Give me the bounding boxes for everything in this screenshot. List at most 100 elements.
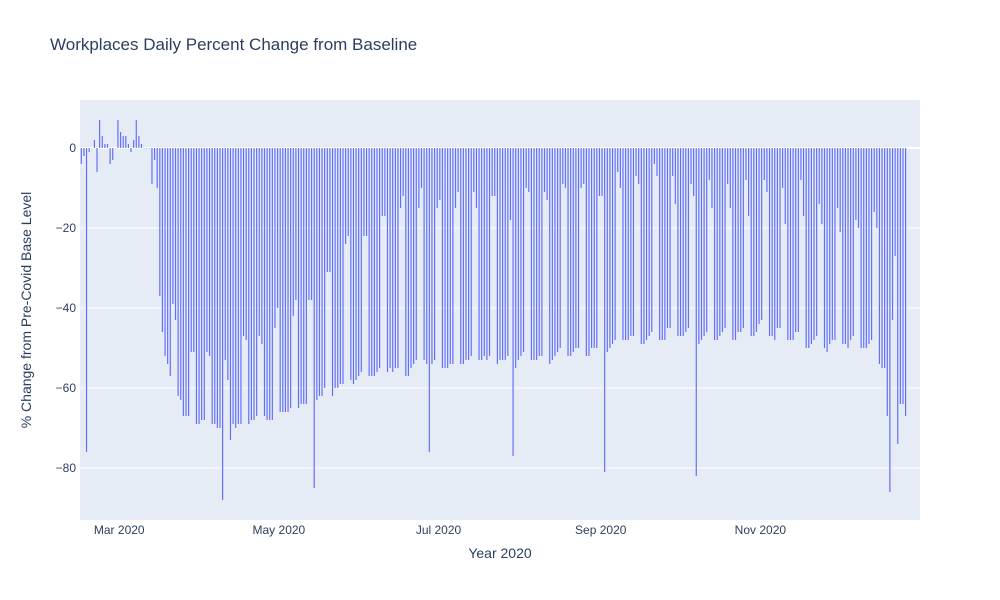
bar xyxy=(122,136,124,148)
bar xyxy=(899,148,901,404)
bar xyxy=(690,148,692,184)
bar xyxy=(502,148,504,360)
bar xyxy=(575,148,577,348)
bar xyxy=(528,148,530,192)
bar xyxy=(829,148,831,344)
bar xyxy=(133,140,135,148)
bar xyxy=(787,148,789,340)
bar xyxy=(295,148,297,300)
bar xyxy=(876,148,878,228)
bar xyxy=(232,148,234,424)
bar xyxy=(316,148,318,400)
bar xyxy=(274,148,276,328)
bar xyxy=(164,148,166,356)
bar xyxy=(276,148,279,308)
bar xyxy=(598,148,601,196)
bar xyxy=(253,148,255,420)
bar xyxy=(491,148,493,196)
bar xyxy=(290,148,292,408)
bar xyxy=(693,148,695,196)
bar xyxy=(905,148,907,416)
bar xyxy=(538,148,540,356)
bar xyxy=(857,148,860,228)
bar xyxy=(190,148,192,352)
bar xyxy=(836,148,839,208)
x-axis-title: Year 2020 xyxy=(468,545,532,561)
y-tick-label: −40 xyxy=(56,301,77,315)
bar xyxy=(713,148,716,340)
bar xyxy=(193,148,195,352)
bar xyxy=(745,148,747,180)
bar xyxy=(842,148,844,344)
bar xyxy=(863,148,865,348)
bar xyxy=(363,148,365,236)
bar xyxy=(235,148,237,428)
bar xyxy=(766,148,768,192)
bar xyxy=(242,148,245,336)
bar xyxy=(776,148,778,328)
bar xyxy=(755,148,758,332)
bar xyxy=(279,148,281,412)
bar xyxy=(494,148,496,196)
bar xyxy=(551,148,553,360)
bar xyxy=(188,148,190,416)
bar xyxy=(585,148,587,356)
bar xyxy=(878,148,881,364)
bar xyxy=(384,148,386,216)
bar xyxy=(248,148,250,424)
bar xyxy=(441,148,444,368)
bar xyxy=(774,148,776,340)
y-tick-label: −20 xyxy=(56,221,77,235)
y-tick-label: 0 xyxy=(69,141,76,155)
bar xyxy=(350,148,352,380)
bar xyxy=(522,148,525,352)
bar xyxy=(821,148,823,224)
bar xyxy=(271,148,273,420)
bar xyxy=(750,148,752,336)
bar xyxy=(433,148,436,360)
bar xyxy=(140,144,143,148)
bar xyxy=(402,148,404,196)
bar xyxy=(729,148,731,208)
bar xyxy=(638,148,640,184)
bar xyxy=(478,148,480,360)
bar xyxy=(224,148,226,360)
bar xyxy=(392,148,394,372)
bar xyxy=(687,148,689,328)
bar xyxy=(177,148,179,396)
bar xyxy=(737,148,739,332)
y-axis-title: % Change from Pre-Covid Base Level xyxy=(18,192,34,429)
bar xyxy=(609,148,611,348)
bar xyxy=(371,148,373,376)
bar xyxy=(104,144,106,148)
bar xyxy=(559,148,561,348)
bar xyxy=(287,148,289,412)
bar xyxy=(331,148,334,396)
x-tick-label: Mar 2020 xyxy=(94,523,145,537)
bar xyxy=(768,148,771,336)
bar xyxy=(381,148,383,216)
bar xyxy=(543,148,546,192)
bar xyxy=(135,120,137,148)
bar xyxy=(138,136,140,148)
bar xyxy=(431,148,433,364)
bar xyxy=(664,148,666,340)
bar xyxy=(868,148,870,344)
bar xyxy=(645,148,648,340)
bar xyxy=(386,148,389,372)
bar xyxy=(303,148,305,404)
bar xyxy=(470,148,472,356)
bar xyxy=(562,148,564,184)
bar xyxy=(627,148,629,340)
bar xyxy=(886,148,888,416)
bar xyxy=(816,148,818,336)
bar xyxy=(711,148,713,208)
bar xyxy=(708,148,710,180)
bar xyxy=(572,148,574,352)
bar xyxy=(802,148,805,216)
bar xyxy=(674,148,676,204)
bar xyxy=(685,148,687,332)
bar xyxy=(153,148,156,160)
bar xyxy=(182,148,184,416)
bar xyxy=(902,148,904,404)
